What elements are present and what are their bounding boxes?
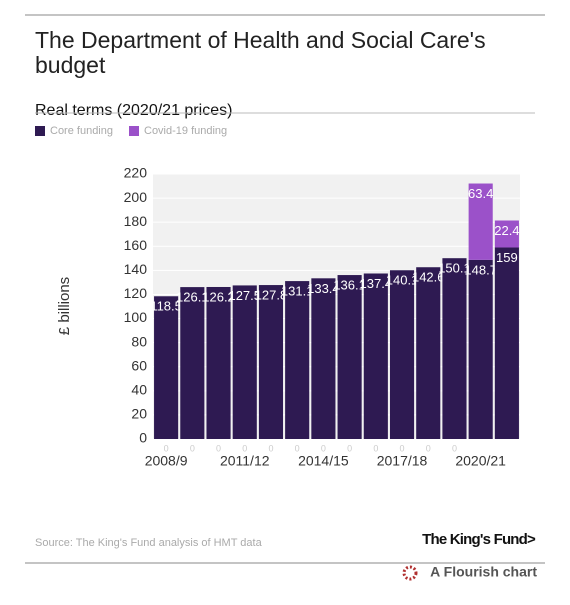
y-tick-label: 120 (124, 285, 148, 301)
x-tick-label: 2014/15 (298, 453, 349, 469)
x-tick-label: 2011/12 (220, 453, 270, 469)
title-line: budget (35, 52, 106, 78)
chart-title: The Department of Health and Social Care… (35, 27, 486, 78)
data-label: 0 (452, 443, 457, 453)
legend-swatch (35, 126, 45, 136)
bar-segment (337, 275, 362, 439)
data-label: 22.4 (494, 223, 519, 238)
data-label: 133.4 (307, 281, 340, 296)
data-label: 0 (426, 443, 431, 453)
bar-segment (416, 267, 441, 439)
data-label: 0 (268, 443, 273, 453)
y-tick-label: 40 (131, 382, 147, 398)
bar-segment (311, 278, 336, 439)
data-label: 159 (496, 250, 518, 265)
data-label: 150.1 (438, 261, 471, 276)
bar-segment (494, 247, 519, 439)
data-label: 0 (242, 443, 247, 453)
x-tick-label: 2017/18 (377, 453, 428, 469)
data-label: 0 (190, 443, 195, 453)
y-tick-label: 80 (131, 333, 147, 349)
data-label: 126.2 (202, 289, 235, 304)
data-label: 0 (216, 443, 221, 453)
legend-label: Core funding (50, 125, 113, 137)
data-label: 0 (373, 443, 378, 453)
data-label: 0 (164, 443, 169, 453)
bar-segment (494, 220, 519, 248)
y-tick-label: 60 (131, 357, 147, 373)
bar-segment (232, 285, 257, 439)
bar-segment (180, 287, 205, 439)
data-label: 0 (295, 443, 300, 453)
data-label: 0 (347, 443, 352, 453)
y-tick-label: 220 (124, 165, 148, 181)
title-line: The Department of Health and Social Care… (35, 27, 486, 53)
bar-segment (468, 183, 493, 260)
source: Source: The King's Fund analysis of HMT … (35, 537, 263, 549)
x-tick-label: 2020/21 (455, 453, 506, 469)
bar-segment (363, 273, 388, 439)
data-label: 0 (321, 443, 326, 453)
data-label: 148.7 (464, 262, 497, 277)
data-label: 126.1 (176, 290, 209, 305)
y-tick-label: 0 (139, 430, 147, 446)
data-label: 63.4 (468, 186, 493, 201)
data-label: 131.1 (281, 284, 314, 299)
bar-segment (258, 285, 284, 439)
bar-segment (468, 259, 493, 439)
data-label: 140.1 (386, 273, 419, 288)
data-label: 127.5 (228, 288, 261, 303)
bar-segment (389, 270, 415, 439)
bar-segment (206, 286, 231, 439)
y-tick-label: 100 (124, 309, 148, 325)
y-tick-label: 140 (124, 261, 148, 277)
legend-swatch (129, 126, 139, 136)
credit: A Flourish chart (430, 564, 537, 580)
y-tick-label: 200 (124, 189, 148, 205)
data-label: 136.1 (333, 277, 366, 292)
flourish-icon (402, 565, 418, 581)
data-label: 127.8 (255, 287, 288, 302)
x-tick-label: 2008/9 (145, 453, 188, 469)
data-label: 0 (400, 443, 405, 453)
data-label: 137.4 (360, 276, 393, 291)
legend-label: Covid-19 funding (144, 125, 227, 137)
logo: The King's Fund> (422, 531, 536, 548)
chart-subtitle: Real terms (2020/21 prices) (35, 102, 232, 119)
data-label: 118.5 (150, 299, 182, 314)
bar-segment (154, 296, 179, 439)
y-tick-label: 180 (124, 213, 148, 229)
y-axis-label: £ billions (56, 277, 73, 335)
y-tick-label: 20 (131, 406, 147, 422)
bar-segment (285, 281, 310, 439)
data-label: 142.6 (412, 270, 445, 285)
y-tick-label: 160 (124, 237, 148, 253)
bar-segment (442, 258, 467, 439)
